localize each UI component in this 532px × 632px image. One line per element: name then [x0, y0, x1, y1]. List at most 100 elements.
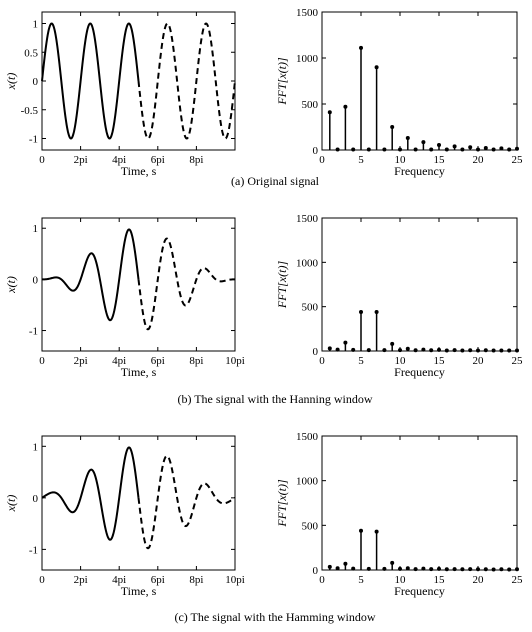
y-axis-label: FFT[x(t)]: [275, 57, 289, 106]
series-line-solid: [41, 22, 140, 140]
x-tick-label: 5: [358, 574, 364, 586]
x-tick-label: 10pi: [225, 355, 245, 367]
y-tick-label: 0: [33, 493, 39, 505]
y-axis-label: x(t): [4, 495, 18, 513]
y-tick-label: 1500: [296, 431, 319, 443]
stem-marker: [359, 528, 363, 533]
x-axis-label: Frequency: [394, 365, 445, 379]
stem-marker: [405, 346, 410, 351]
stem-marker: [351, 566, 356, 571]
x-tick-label: 25: [512, 355, 524, 367]
x-tick-label: 10pi: [225, 574, 245, 586]
series-line-dashed: [137, 22, 236, 140]
caption-b: (b) The signal with the Hanning window: [177, 392, 372, 406]
y-tick-label: 0.5: [24, 47, 38, 59]
x-tick-label: 0: [319, 355, 325, 367]
stem-marker: [491, 147, 496, 152]
y-axis-label: x(t): [4, 276, 18, 294]
x-tick-label: 4pi: [112, 574, 126, 586]
x-tick-label: 25: [512, 574, 524, 586]
x-tick-label: 15: [434, 154, 446, 166]
stem-marker: [476, 147, 480, 152]
series-line-solid: [41, 446, 140, 541]
y-tick-label: 1000: [296, 476, 319, 488]
chart-time-hamming: 0 2pi 4pi 6pi 8pi 10pi -1 0 1 Time, s x(t): [4, 435, 245, 598]
chart-time-original: 0 2pi 4pi 6pi 8pi -1 -0.5 0 0.5 1 Time, s x(t): [4, 11, 236, 178]
y-tick-label: 0: [313, 565, 319, 577]
axes-frame: [321, 435, 518, 571]
stem-marker: [413, 147, 418, 152]
y-tick-label: 1: [33, 19, 39, 31]
stem-marker: [483, 348, 488, 353]
x-tick-label: 5: [358, 154, 364, 166]
y-axis-label: FFT[x(t)]: [275, 479, 289, 528]
stem-marker: [468, 567, 473, 572]
stem-marker: [421, 566, 426, 571]
chart-fft-original: 0 5 10 15 20 25 0 500 1000 1500 Frequency FFT[x(t)]: [275, 7, 523, 178]
stem-marker: [444, 348, 449, 353]
y-tick-label: 0: [313, 145, 319, 157]
stem-marker: [452, 144, 457, 149]
series-line-dashed: [137, 454, 236, 550]
axes-frame: [321, 11, 518, 151]
caption-c: (c) The signal with the Hamming window: [174, 610, 375, 624]
stem-marker: [483, 567, 488, 572]
series-line-dashed: [137, 237, 235, 331]
stem-marker: [398, 147, 402, 152]
stem-marker: [390, 341, 395, 346]
stem-marker: [515, 146, 519, 151]
chart-time-hanning: 0 2pi 4pi 6pi 8pi 10pi -1 0 1 Time, s x(t): [4, 217, 245, 379]
x-tick-label: 0: [39, 154, 45, 166]
stem-marker: [499, 348, 504, 353]
stem-marker: [335, 147, 340, 152]
y-tick-label: 1500: [296, 213, 319, 225]
stem-marker: [398, 348, 402, 353]
x-tick-label: 10: [395, 574, 407, 586]
axes-frame: [41, 217, 236, 352]
y-tick-label: 500: [302, 302, 319, 314]
chart-fft-hamming: 0 5 10 15 20 25 0 500 1000 1500 Frequency FFT[x(t)]: [275, 431, 523, 598]
x-axis-label: Frequency: [394, 164, 445, 178]
y-tick-label: 0: [33, 76, 39, 88]
stem-marker: [460, 567, 465, 572]
stem-marker: [343, 561, 348, 566]
stem-marker: [335, 566, 340, 571]
y-tick-label: 500: [302, 99, 319, 111]
stem-marker: [444, 147, 449, 152]
stem-marker: [491, 567, 496, 572]
x-tick-label: 0: [39, 355, 45, 367]
y-tick-label: -1: [29, 326, 38, 338]
stem-marker: [437, 142, 441, 147]
x-axis-label: Time, s: [121, 164, 157, 178]
stem-marker: [452, 567, 457, 572]
stem-marker: [335, 347, 340, 352]
series-line-solid: [42, 228, 140, 322]
stem-marker: [382, 566, 387, 571]
x-tick-label: 2pi: [74, 154, 88, 166]
stem-marker: [359, 309, 363, 314]
x-tick-label: 4pi: [112, 355, 126, 367]
x-tick-label: 8pi: [189, 355, 203, 367]
y-tick-label: 1: [33, 223, 39, 235]
x-tick-label: 6pi: [151, 355, 165, 367]
stem-marker: [359, 45, 363, 50]
y-tick-label: 0: [313, 346, 319, 358]
x-tick-label: 0: [319, 154, 325, 166]
stem-marker: [374, 309, 379, 314]
y-axis-label: x(t): [4, 73, 18, 91]
stem-marker: [405, 566, 410, 571]
stem-marker: [413, 348, 418, 353]
x-tick-label: 6pi: [151, 154, 165, 166]
x-tick-label: 15: [434, 574, 446, 586]
y-axis-label: FFT[x(t)]: [275, 261, 289, 310]
stem-marker: [405, 136, 410, 141]
stem-marker: [413, 567, 418, 572]
y-tick-label: -0.5: [21, 105, 39, 117]
y-tick-label: 1000: [296, 257, 319, 269]
stem-marker: [398, 566, 402, 571]
x-axis-label: Frequency: [394, 584, 445, 598]
stem-marker: [476, 348, 480, 353]
stem-marker: [429, 348, 434, 353]
stem-marker: [507, 147, 512, 152]
